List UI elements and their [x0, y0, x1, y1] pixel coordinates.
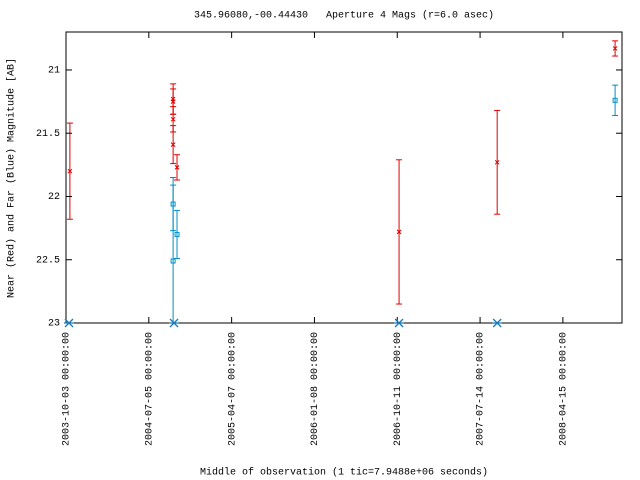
data-point — [612, 46, 618, 51]
y-tick-label: 21.5 — [36, 129, 60, 140]
data-point — [174, 231, 180, 237]
data-point — [64, 318, 75, 328]
x-axis-label: Middle of observation (1 tic=7.9488e+06 … — [200, 467, 488, 479]
x-tick-label: 2006-10-11 00:00:00 — [393, 332, 404, 446]
x-tick-label: 2003-10-03 00:00:00 — [62, 332, 73, 446]
chart-title: 345.96080,-00.44430 Aperture 4 Mags (r=6… — [194, 10, 494, 22]
data-point — [394, 318, 405, 328]
data-point — [169, 318, 180, 328]
y-tick-label: 21 — [48, 66, 60, 77]
y-tick-label: 22.5 — [36, 255, 60, 266]
data-point — [492, 318, 503, 328]
x-tick-label: 2006-01-08 00:00:00 — [310, 332, 321, 446]
data-point — [67, 168, 73, 174]
error-bar — [170, 184, 177, 323]
data-point — [396, 229, 402, 235]
data-point — [170, 258, 176, 264]
data-point — [170, 142, 176, 147]
plot-area — [66, 40, 619, 323]
y-tick-label: 23 — [48, 319, 60, 330]
error-bar — [612, 84, 619, 117]
y-axis-label: Near (Red) and Far (Blue) Magnitude [AB] — [6, 58, 18, 298]
data-point — [494, 159, 500, 165]
data-point — [170, 116, 176, 122]
x-tick-label: 2004-07-05 00:00:00 — [144, 332, 155, 446]
data-point — [174, 165, 180, 170]
x-tick-label: 2005-04-07 00:00:00 — [227, 332, 238, 446]
plot-frame — [65, 31, 623, 324]
error-bar — [174, 209, 181, 259]
x-tick-label: 2007-07-14 00:00:00 — [476, 332, 487, 446]
data-point — [612, 97, 618, 103]
data-point — [170, 99, 176, 104]
y-tick-label: 22 — [48, 192, 60, 203]
x-tick-label: 2008-04-15 00:00:00 — [559, 332, 570, 446]
